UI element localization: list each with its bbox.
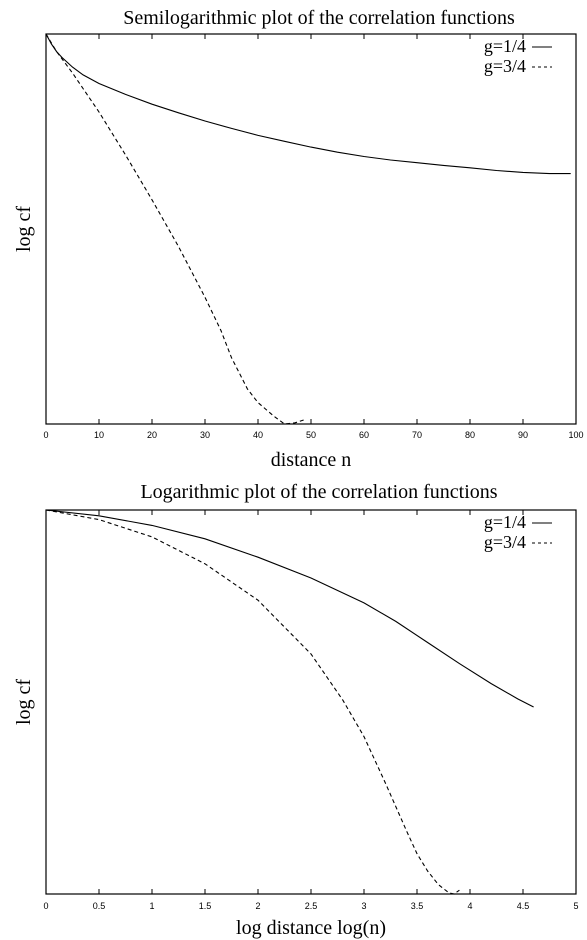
x-axis-label: distance n: [271, 449, 352, 471]
x-tick-label: 100: [568, 430, 583, 440]
x-tick-label: 4: [467, 901, 472, 911]
x-tick-label: 0: [43, 901, 48, 911]
plot-frame: [45, 33, 577, 425]
x-tick-label: 1: [149, 901, 154, 911]
legend-entry-2: g=3/4: [484, 56, 526, 76]
x-tick-label: 40: [253, 430, 263, 440]
series-line-1: [45, 33, 571, 175]
x-tick-label: 0.5: [93, 901, 106, 911]
x-tick-label: 2.5: [305, 901, 318, 911]
x-tick-label: 5: [573, 901, 578, 911]
x-tick-label: 90: [518, 430, 528, 440]
legend-entry-2: g=3/4: [484, 532, 526, 552]
series-line-2: [45, 33, 306, 425]
chart-1: Semilogarithmic plot of the correlation …: [13, 7, 584, 471]
x-tick-label: 10: [94, 430, 104, 440]
chart-2: Logarithmic plot of the correlation func…: [13, 481, 579, 939]
x-tick-label: 20: [147, 430, 157, 440]
y-axis-label: log cf: [13, 206, 35, 252]
chart-title: Logarithmic plot of the correlation func…: [140, 481, 497, 503]
x-tick-label: 50: [306, 430, 316, 440]
legend-entry-1: g=1/4: [484, 36, 526, 56]
series-line-2: [45, 509, 460, 895]
x-tick-label: 0: [43, 430, 48, 440]
x-tick-label: 70: [412, 430, 422, 440]
series-line-1: [45, 509, 534, 708]
x-tick-label: 30: [200, 430, 210, 440]
x-tick-label: 3: [361, 901, 366, 911]
x-tick-label: 60: [359, 430, 369, 440]
legend-entry-1: g=1/4: [484, 512, 526, 532]
y-axis-label: log cf: [13, 679, 35, 725]
x-tick-label: 3.5: [411, 901, 424, 911]
x-axis-label: log distance log(n): [236, 917, 386, 939]
chart-title: Semilogarithmic plot of the correlation …: [123, 7, 515, 29]
plot-frame: [45, 509, 577, 895]
x-tick-label: 1.5: [199, 901, 212, 911]
x-tick-label: 4.5: [517, 901, 530, 911]
x-tick-label: 2: [255, 901, 260, 911]
x-tick-label: 80: [465, 430, 475, 440]
